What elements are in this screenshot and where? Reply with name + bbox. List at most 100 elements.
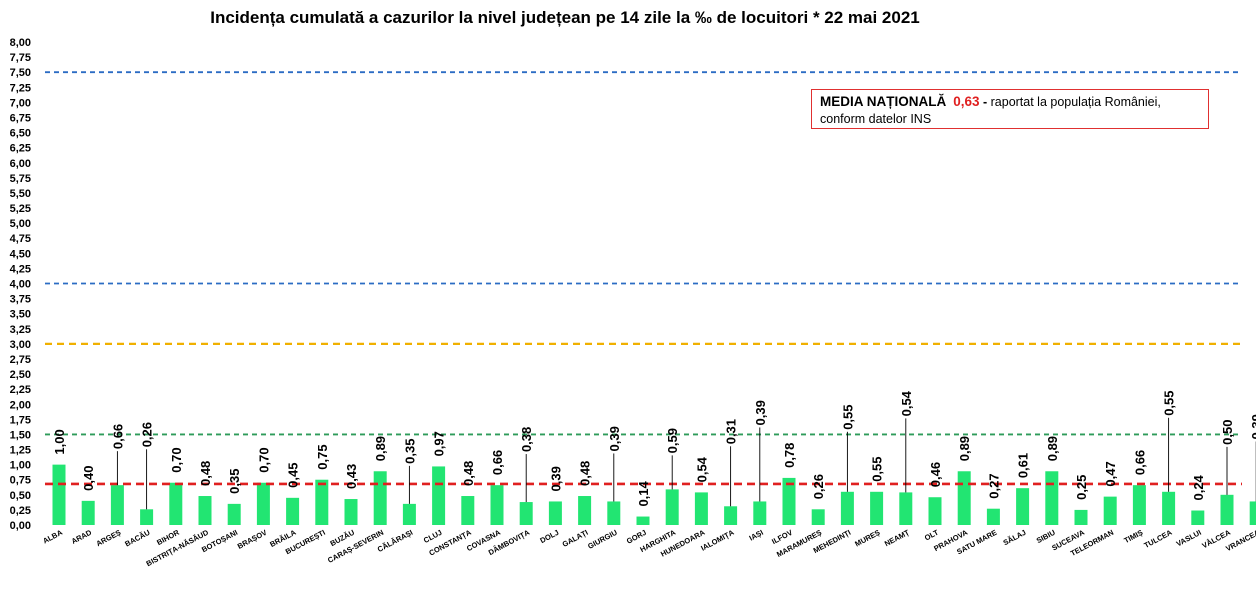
bar-value-label: 0,48 (461, 461, 476, 486)
bar (840, 491, 854, 525)
bar-value-label: 0,59 (665, 428, 680, 453)
y-tick-label: 6,00 (10, 158, 31, 170)
y-tick-label: 6,25 (10, 143, 31, 155)
bar (694, 492, 708, 525)
y-tick-label: 2,75 (10, 354, 31, 366)
x-category-label: TULCEA (1142, 528, 1174, 550)
y-tick-label: 7,25 (10, 82, 31, 94)
y-tick-label: 7,00 (10, 97, 31, 109)
y-tick-label: 4,25 (10, 263, 31, 275)
bar-value-label: 0,40 (81, 466, 96, 491)
bar (636, 516, 650, 525)
bar (227, 503, 241, 525)
bar (373, 471, 387, 525)
y-tick-label: 2,50 (10, 369, 31, 381)
bar-value-label: 0,66 (1132, 450, 1147, 475)
y-tick-label: 2,25 (10, 384, 31, 396)
y-tick-label: 3,50 (10, 309, 31, 321)
chart-title: Incidența cumulată a cazurilor la nivel … (210, 8, 920, 27)
y-tick-label: 0,25 (10, 505, 31, 517)
bar (548, 501, 562, 525)
bar-value-label: 0,89 (957, 436, 972, 461)
bar (899, 492, 913, 525)
bar-value-label: 0,89 (1045, 436, 1060, 461)
bar (1074, 509, 1088, 525)
bar (928, 497, 942, 525)
bar (315, 479, 329, 525)
y-tick-label: 1,75 (10, 414, 31, 426)
x-axis-labels: ALBA ARAD ARGEȘ BACĂU BIHORBISTRIȚA-NĂSĂUDBO… (41, 528, 1256, 569)
bar-value-label: 0,54 (899, 390, 914, 416)
y-tick-label: 1,50 (10, 429, 31, 441)
x-category-label: NEAMȚ (883, 528, 911, 549)
bar-value-label: 0,24 (1191, 474, 1206, 500)
bar-value-label: 0,70 (169, 447, 184, 472)
y-tick-label: 4,50 (10, 248, 31, 260)
data-labels: 1,00 0,40 0,66 0,26 0,70 0,48 0,35 0,70 0,45 0,75… (52, 390, 1256, 510)
bar-value-label: 0,61 (1016, 453, 1031, 478)
x-category-label: IALOMIȚA (699, 528, 736, 553)
bar-value-label: 0,26 (140, 422, 155, 447)
x-category-label: GIURGIU (586, 528, 619, 551)
bar-value-label: 0,66 (110, 424, 125, 449)
bar-value-label: 0,48 (578, 461, 593, 486)
bar-value-label: 0,27 (986, 473, 1001, 498)
bar (1103, 496, 1117, 525)
bar (461, 496, 475, 525)
bar (957, 471, 971, 525)
bar (986, 508, 1000, 525)
bar-value-label: 0,45 (286, 463, 301, 488)
bar (870, 491, 884, 525)
bar (52, 464, 66, 525)
bar-value-label: 0,75 (315, 444, 330, 469)
y-tick-label: 8,00 (10, 37, 31, 49)
bar-value-label: 0,38 (519, 427, 534, 452)
x-category-label: SĂLAJ (1002, 528, 1028, 547)
bar (811, 509, 825, 525)
bar (782, 477, 796, 525)
y-tick-label: 1,00 (10, 460, 31, 472)
bar-value-label: 0,39 (753, 400, 768, 425)
x-category-label: MUREȘ (853, 528, 881, 549)
x-category-label: BACĂU (123, 528, 151, 549)
note-text-line1: raportat la populația României, (990, 95, 1161, 109)
bar-value-label: 0,48 (198, 461, 213, 486)
bar-value-label: 0,55 (870, 456, 885, 481)
x-category-label: VASLUI (1175, 528, 1203, 549)
x-category-label: ARAD (70, 528, 94, 546)
x-category-label: ALBA (41, 528, 64, 546)
y-tick-label: 5,75 (10, 173, 31, 185)
bar (1191, 510, 1205, 525)
bar-value-label: 0,47 (1103, 461, 1118, 486)
bar-value-label: 0,31 (724, 419, 739, 444)
bar-value-label: 0,55 (1162, 390, 1177, 415)
bar-value-label: 0,39 (1249, 414, 1256, 439)
bar (490, 485, 504, 525)
bar-value-label: 0,78 (782, 443, 797, 468)
bar-value-label: 0,14 (636, 480, 651, 506)
y-tick-label: 4,75 (10, 233, 31, 245)
bar (110, 485, 124, 525)
bar (81, 500, 95, 525)
bar-value-label: 0,35 (402, 439, 417, 464)
bar (578, 496, 592, 525)
x-category-label: GALAȚI (561, 528, 590, 549)
bar (665, 489, 679, 525)
y-tick-label: 0,75 (10, 475, 31, 487)
bar (198, 496, 212, 525)
bar-value-label: 0,25 (1074, 475, 1089, 500)
bar (402, 503, 416, 525)
bar (519, 502, 533, 525)
bar (1220, 494, 1234, 525)
x-category-label: IAȘI (748, 528, 765, 543)
bar-value-label: 0,35 (227, 469, 242, 494)
note-separator: - (982, 95, 988, 109)
bar (344, 499, 358, 525)
bar-value-label: 0,89 (373, 436, 388, 461)
bar (1045, 471, 1059, 525)
bar (286, 497, 300, 525)
x-category-label: ARGEȘ (95, 528, 123, 548)
y-tick-label: 2,00 (10, 399, 31, 411)
y-tick-label: 0,50 (10, 490, 31, 502)
